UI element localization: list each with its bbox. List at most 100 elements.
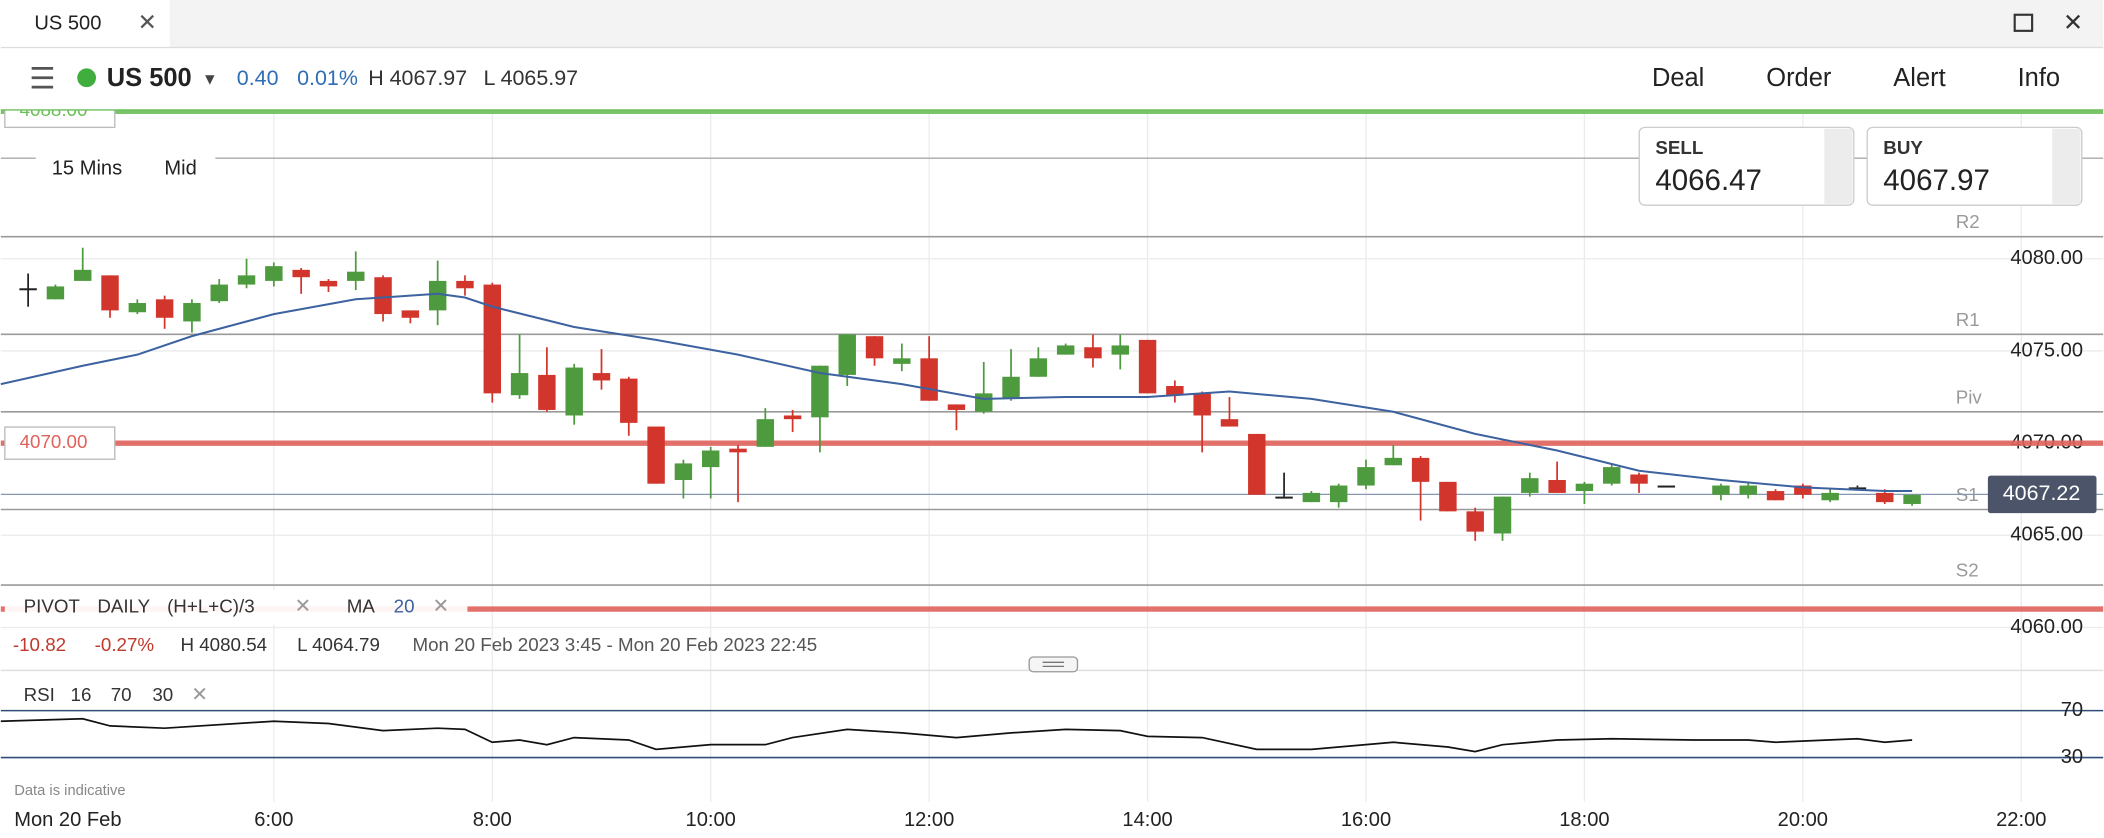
sell-strip [1824,128,1853,204]
candle-body [1084,347,1102,359]
remove-rsi[interactable]: ✕ [191,684,208,706]
menu-item[interactable]: Order [1766,64,1832,92]
tab[interactable] [0,0,170,49]
candle-body [811,365,829,418]
date-label: Mon 20 Feb [14,809,121,831]
interval-button[interactable]: 15 Mins [52,157,122,179]
x-tick-label: 18:00 [1559,809,1609,831]
sell-frame[interactable] [1638,126,1855,206]
candle-body [401,310,420,318]
candle-body [1111,345,1129,355]
session-low: L 4065.97 [484,66,579,90]
rsi-tick-label: 70 [2061,699,2083,721]
ma-period: 20 [394,595,415,616]
close-window[interactable]: ✕ [2063,10,2083,37]
candle-body [647,426,665,484]
candle-body [1138,339,1157,394]
buy-price: 4067.97 [1883,164,1990,197]
stat-change: -10.82 [13,634,66,655]
rsi-period: 16 [71,684,92,705]
menu-button[interactable] [31,67,54,89]
price-level-tag[interactable] [4,426,116,460]
instrument-name[interactable]: US 500 [107,64,192,92]
menu-item[interactable]: Alert [1893,64,1945,92]
x-tick-label: 20:00 [1778,809,1828,831]
sell-label: SELL [1655,137,1703,158]
candle-body [947,404,966,410]
sell-price: 4066.47 [1655,164,1762,197]
legend-bg [4,589,468,625]
x-tick-label: 16:00 [1341,809,1391,831]
candle-body [292,269,310,278]
candle-body [19,288,37,291]
close-tab[interactable]: ✕ [138,9,157,35]
candle-body [1384,457,1403,466]
candle-body [1411,457,1430,482]
candle-body [74,269,92,281]
remove-ma[interactable]: ✕ [433,596,450,618]
candle-body [128,303,147,313]
candle-body [101,275,119,311]
x-tick-label: 10:00 [686,809,736,831]
candle-body [428,280,447,311]
candle-body [1193,393,1211,416]
buy-frame[interactable] [1866,126,2083,206]
session-high: H 4067.97 [368,66,467,90]
pivot-name: PIVOT [24,595,81,616]
x-tick-label: 6:00 [254,809,293,831]
action-menu: Deal Order Alert Info [1652,64,2060,92]
remove-pivot[interactable]: ✕ [294,596,311,618]
candle-body [265,266,283,281]
instrument-dropdown[interactable]: ▼ [202,71,218,89]
rsi-name: RSI [24,684,55,705]
candle-body [1275,496,1293,499]
ma-name: MA [347,595,376,616]
candle-body [592,373,611,381]
candle-body [210,284,228,302]
pivot-label: Piv [1956,386,1983,407]
candle-body [756,419,775,447]
candle-body [1739,485,1757,495]
header-bar [0,48,2104,110]
x-tick-label: 8:00 [473,809,512,831]
candle-body [865,336,884,359]
candle-body [1220,419,1239,427]
menu-item[interactable]: Info [2018,64,2060,92]
candle-body [729,448,747,453]
candle-body [783,415,802,420]
candle-body [1521,478,1539,493]
candle-body [1575,483,1594,492]
tab-bar [0,0,2104,49]
rsi-lower: 30 [152,684,173,705]
pane-resize-handle[interactable] [1028,656,1079,673]
data-note: Data is indicative [14,783,125,799]
candle-body [1794,485,1812,495]
change: 0.40 [237,66,279,90]
price-type-button[interactable]: Mid [164,157,196,179]
x-tick-label: 22:00 [1996,809,2046,831]
ma-line [0,292,1913,493]
rsi-line [0,717,1913,753]
maximize-button[interactable] [2013,13,2034,32]
candle-body [46,286,65,300]
candle-body [319,280,338,287]
candle-body [183,303,201,322]
candle-body [1493,496,1512,534]
candle-body [1848,487,1867,490]
candle-body [538,374,556,410]
y-tick-label: 4060.00 [2010,616,2083,638]
change-pct: 0.01% [297,66,358,90]
tab-title: US 500 [34,12,101,34]
current-price-tag [1987,475,2097,514]
buy-strip [2052,128,2081,204]
menu-item[interactable]: Deal [1652,64,1704,92]
candle-body [1357,467,1375,486]
market-status [77,68,97,88]
buy-box[interactable]: BUY 4067.97 [1866,126,2083,206]
sell-box[interactable]: SELL 4066.47 [1638,126,1855,206]
candle-body [374,277,392,315]
candle-body [1248,433,1266,495]
candle-body [1056,345,1075,355]
